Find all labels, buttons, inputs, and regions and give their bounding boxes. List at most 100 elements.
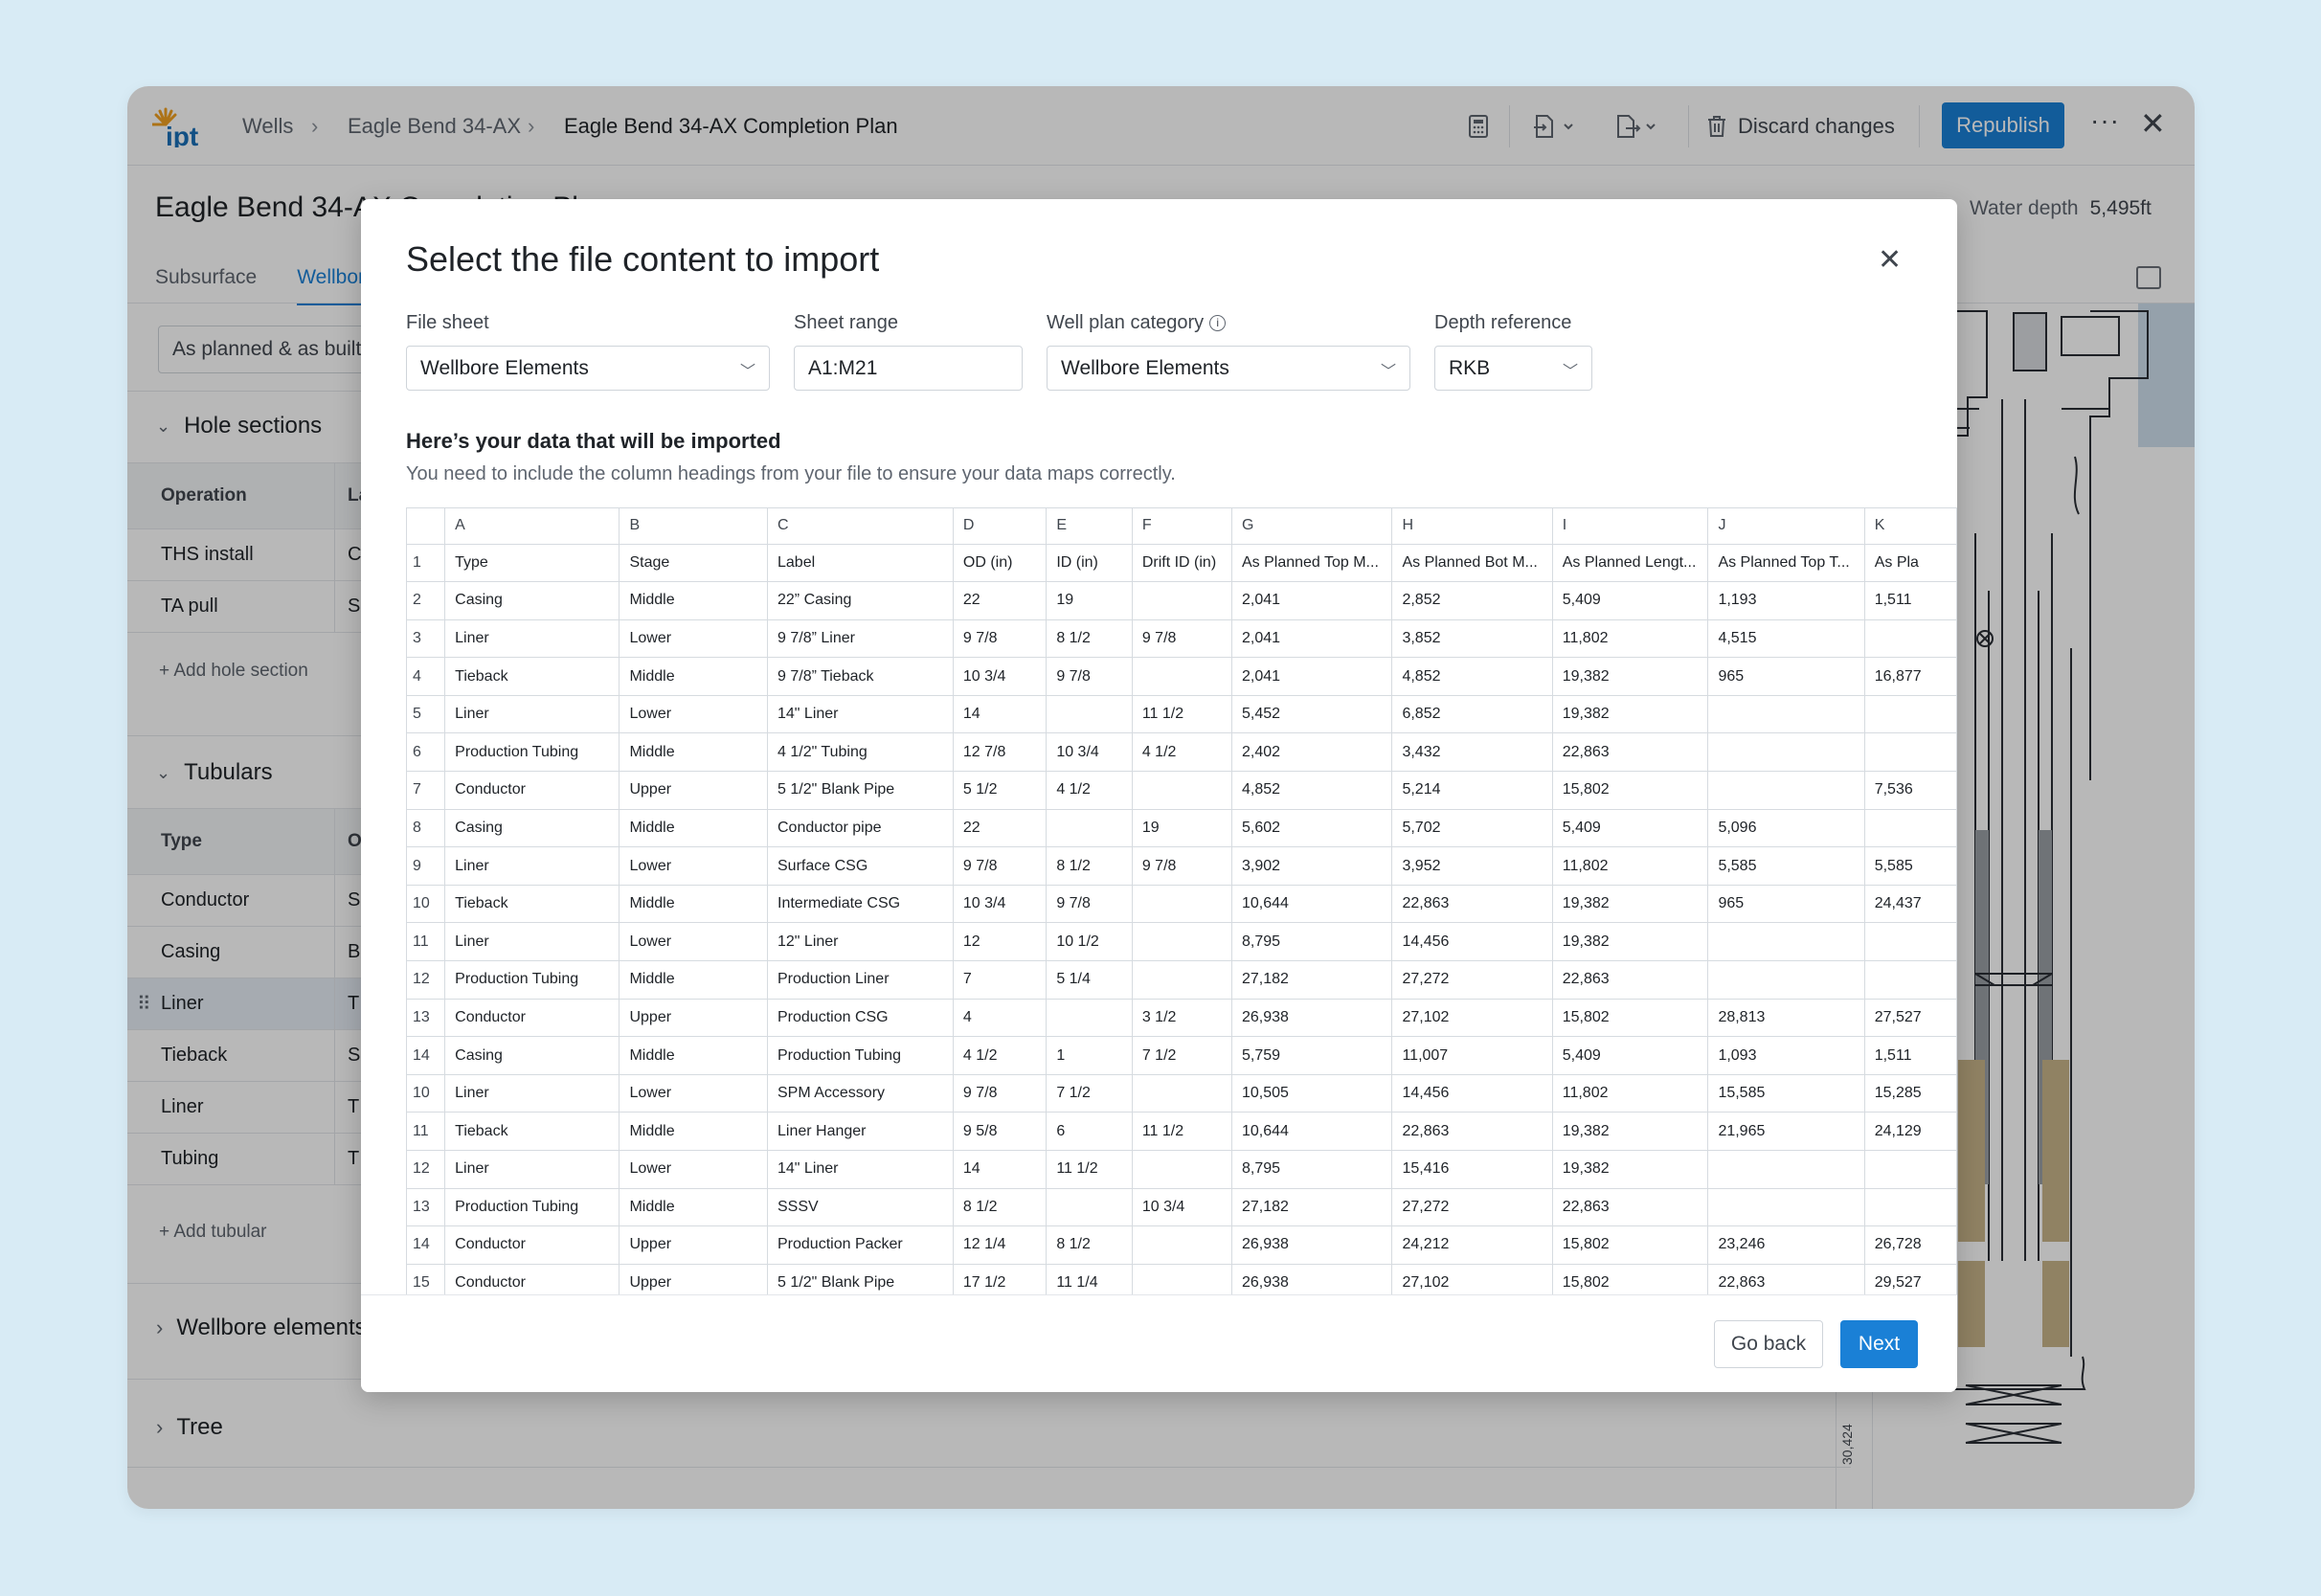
table-cell: Middle — [619, 581, 768, 620]
table-cell: 7 1/2 — [1046, 1074, 1133, 1113]
table-cell: 2,041 — [1231, 657, 1393, 696]
discard-changes-button[interactable]: Discard changes — [1707, 86, 1895, 166]
table-cell: 15,285 — [1864, 1074, 1957, 1113]
cell: B — [348, 941, 361, 962]
table-row: 15 Conductor Upper 5 1/2" Blank Pipe 17 1/2 1… — [407, 1264, 1957, 1294]
table-row[interactable]: Conductor S — [127, 875, 376, 927]
dialog-footer: Go back Next — [361, 1294, 1957, 1392]
table-row: 2 Casing Middle 22” Casing 22 19 2,041 2,852 5,4… — [407, 581, 1957, 620]
republish-button[interactable]: Republish — [1942, 102, 2064, 148]
column-header: O — [348, 831, 362, 851]
add-tubular-link[interactable]: + Add tubular — [159, 1222, 267, 1242]
table-cell: 965 — [1707, 885, 1865, 924]
divider — [334, 808, 335, 1185]
table-cell: 4 — [953, 999, 1048, 1038]
table-cell: Tieback — [444, 1112, 620, 1151]
table-cell: As Planned Bot M... — [1391, 544, 1553, 583]
row-number: 11 — [407, 1112, 446, 1151]
tree-header[interactable]: › Tree — [127, 1404, 376, 1451]
table-row[interactable]: Tieback S — [127, 1030, 376, 1082]
breadcrumb-well[interactable]: Eagle Bend 34-AX — [348, 113, 522, 138]
table-row: 13 Production Tubing Middle SSSV 8 1/2 10 3/4… — [407, 1188, 1957, 1227]
file-sheet-value: Wellbore Elements — [420, 356, 589, 379]
export-file-icon[interactable] — [1610, 112, 1667, 141]
table-cell: 1,193 — [1707, 581, 1865, 620]
file-sheet-select[interactable]: Wellbore Elements ﹀ — [406, 346, 770, 391]
table-cell: 10 3/4 — [953, 885, 1048, 924]
tab-wellbore[interactable]: Wellbore — [297, 266, 376, 305]
table-cell: 4 1/2 — [953, 1036, 1048, 1075]
tubulars-title: Tubulars — [184, 759, 273, 785]
go-back-button[interactable]: Go back — [1714, 1320, 1823, 1368]
table-cell — [1046, 695, 1133, 734]
chevron-right-icon: › — [156, 1315, 164, 1339]
table-row: 10 Tieback Middle Intermediate CSG 10 3/4 9 7… — [407, 885, 1957, 924]
table-cell: Production Packer — [767, 1225, 954, 1265]
cell: Tubing — [161, 1148, 219, 1169]
table-row[interactable]: Casing B — [127, 927, 376, 978]
well-plan-category-select[interactable]: Wellbore Elements ﹀ — [1047, 346, 1410, 391]
table-cell: 9 7/8 — [1132, 619, 1232, 659]
info-icon[interactable]: i — [1209, 315, 1227, 331]
drag-handle-icon[interactable]: ⠿ — [137, 994, 151, 1015]
row-number: 2 — [407, 581, 446, 620]
table-cell: 15,585 — [1707, 1074, 1865, 1113]
depth-reference-select[interactable]: RKB ﹀ — [1434, 346, 1592, 391]
table-row: 8 Casing Middle Conductor pipe 22 19 5,602 5,70… — [407, 809, 1957, 848]
import-file-icon[interactable] — [1527, 112, 1585, 141]
table-row[interactable]: THS install C — [127, 529, 376, 581]
table-cell: 5 1/2" Blank Pipe — [767, 771, 954, 810]
table-cell: 14" Liner — [767, 695, 954, 734]
add-hole-section-link[interactable]: + Add hole section — [159, 661, 308, 681]
table-cell: Upper — [619, 1225, 768, 1265]
breadcrumb-wells[interactable]: Wells — [242, 113, 294, 138]
table-cell — [1864, 922, 1957, 962]
chevron-down-icon: ⌄ — [156, 416, 171, 436]
table-cell: 14 — [953, 695, 1048, 734]
more-options-icon[interactable]: ··· — [2090, 105, 2120, 135]
close-icon[interactable]: ✕ — [2140, 106, 2166, 141]
row-number: 5 — [407, 695, 446, 734]
table-row: 12 Production Tubing Middle Production Line… — [407, 960, 1957, 1000]
table-cell — [1707, 771, 1865, 810]
chevron-down-icon: ﹀ — [1562, 364, 1578, 380]
hole-sections-header[interactable]: ⌄ Hole sections — [127, 402, 376, 450]
table-cell: 5,452 — [1231, 695, 1393, 734]
tab-subsurface[interactable]: Subsurface — [155, 266, 258, 288]
row-number: 1 — [407, 544, 446, 583]
table-cell — [1707, 732, 1865, 773]
table-cell: 1,093 — [1707, 1036, 1865, 1075]
table-row: 5 Liner Lower 14" Liner 14 11 1/2 5,452 6,852 19… — [407, 695, 1957, 734]
table-cell — [1864, 809, 1957, 848]
table-row: 10 Liner Lower SPM Accessory 9 7/8 7 1/2 10,50… — [407, 1074, 1957, 1113]
close-icon[interactable]: ✕ — [1878, 244, 1903, 276]
table-cell: Drift ID (in) — [1132, 544, 1232, 583]
table-row: 11 Tieback Middle Liner Hanger 9 5/8 6 11 1/2 1… — [407, 1112, 1957, 1151]
table-cell — [1864, 619, 1957, 659]
cell: Conductor — [161, 889, 250, 910]
table-cell: Production Tubing — [444, 732, 620, 773]
calculator-icon[interactable] — [1464, 112, 1493, 141]
table-row: 11 Liner Lower 12" Liner 12 10 1/2 8,795 14,456… — [407, 922, 1957, 962]
table-cell: SSSV — [767, 1188, 954, 1227]
data-preview-table-scroll[interactable]: A B C D E F G H I J K 1 Type Stage Label OD (in) ID (in)… — [406, 507, 1957, 1294]
toggle-panel-icon[interactable] — [2136, 266, 2161, 289]
table-cell — [1864, 1150, 1957, 1189]
sheet-range-input[interactable]: A1:M21 — [794, 346, 1023, 391]
table-row[interactable]: Tubing T — [127, 1134, 376, 1185]
table-cell: Stage — [619, 544, 768, 583]
table-cell: Middle — [619, 1112, 768, 1151]
next-button[interactable]: Next — [1840, 1320, 1918, 1368]
table-cell: 9 5/8 — [953, 1112, 1048, 1151]
wellbore-elements-header[interactable]: › Wellbore elements — [127, 1304, 376, 1352]
table-cell: Production CSG — [767, 999, 954, 1038]
table-row[interactable]: Liner T — [127, 1082, 376, 1134]
table-cell: 19,382 — [1552, 922, 1709, 962]
table-row[interactable]: TA pull S — [127, 581, 376, 633]
table-cell — [1132, 1074, 1232, 1113]
table-cell: 22,863 — [1552, 960, 1709, 1000]
table-cell: 10 3/4 — [1132, 1188, 1232, 1227]
table-cell: 3,952 — [1391, 846, 1553, 886]
tubulars-header[interactable]: ⌄ Tubulars — [127, 749, 376, 797]
table-cell: 26,938 — [1231, 1264, 1393, 1294]
